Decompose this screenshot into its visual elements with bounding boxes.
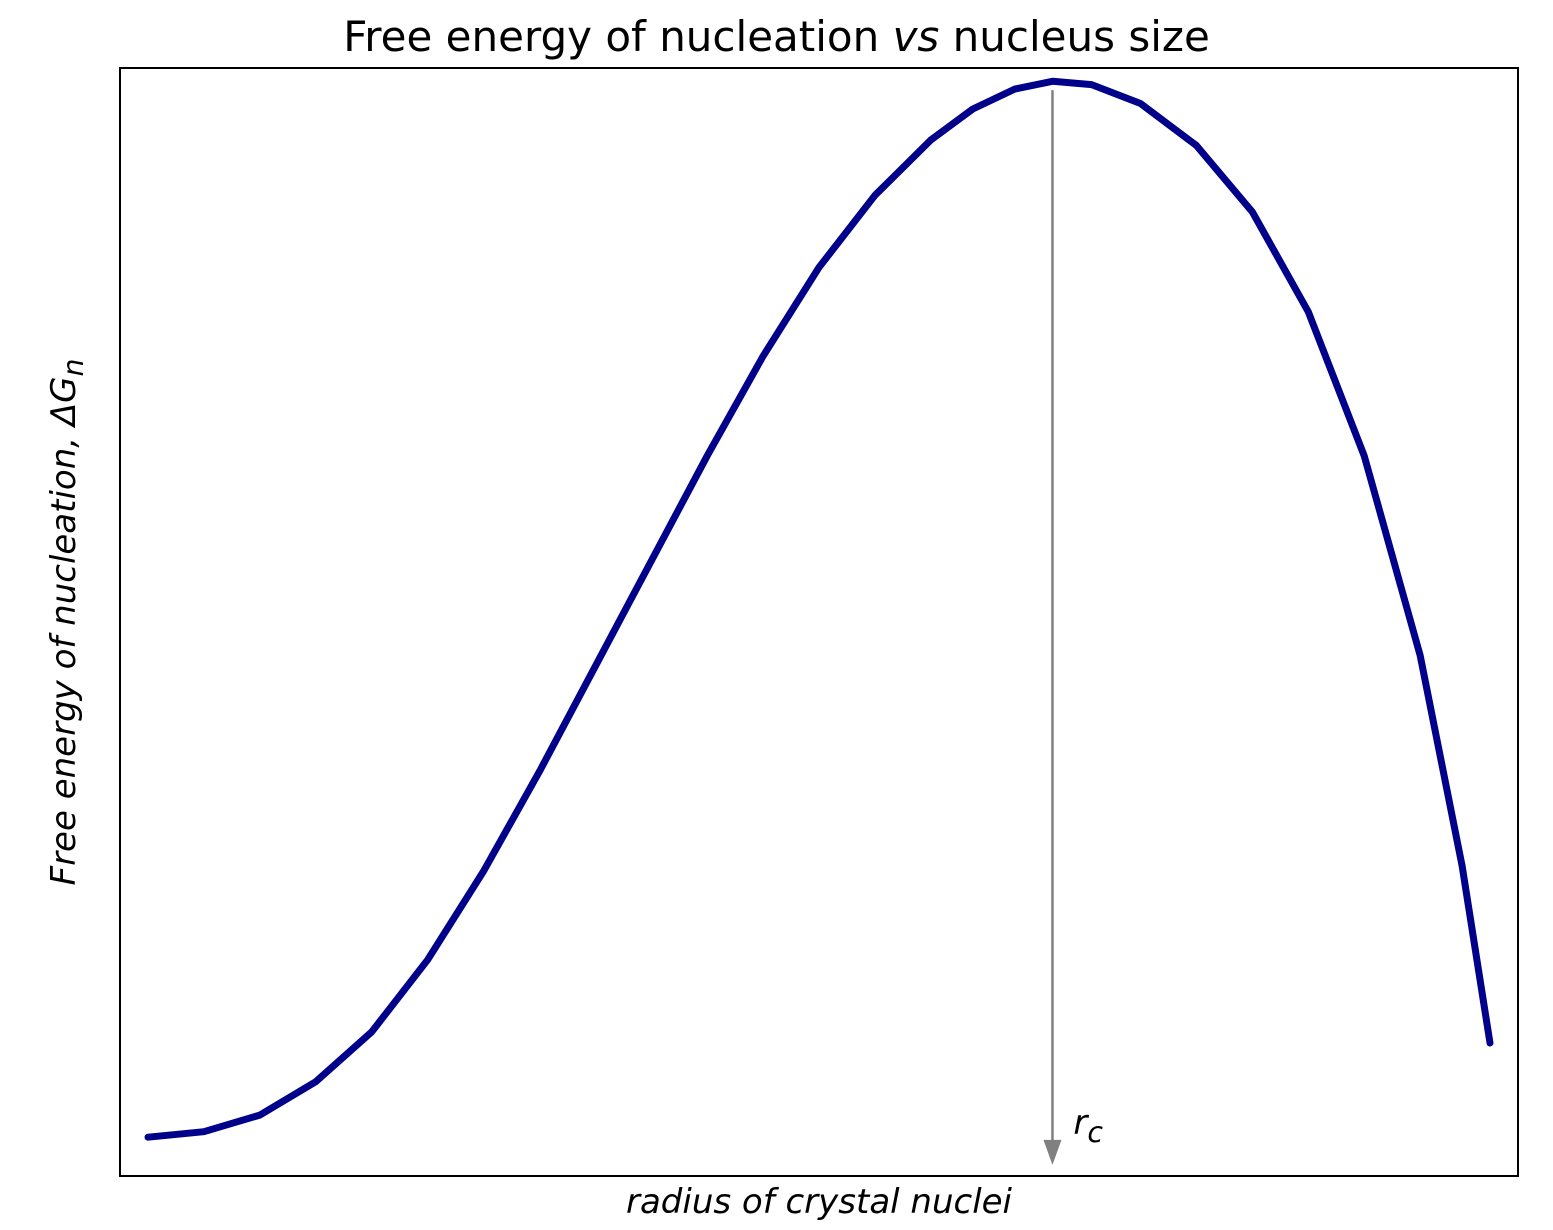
y-axis-label: Free energy of nucleation, ΔGn — [44, 359, 90, 886]
rc-r: r — [1073, 1103, 1087, 1143]
chart-title: Free energy of nucleation vs nucleus siz… — [0, 12, 1553, 61]
x-axis-label: radius of crystal nuclei — [626, 1182, 1012, 1222]
title-pre: Free energy of nucleation — [343, 12, 892, 61]
critical-radius-label: rc — [1073, 1103, 1103, 1149]
ylabel-sub: n — [57, 359, 90, 377]
title-post: nucleus size — [939, 12, 1209, 61]
rc-c: c — [1087, 1116, 1103, 1149]
xlabel-text: radius of crystal nuclei — [626, 1182, 1012, 1222]
ylabel-pre: Free energy of nucleation, ΔG — [44, 376, 84, 885]
nucleation-chart — [0, 0, 1553, 1230]
title-vs: vs — [893, 12, 940, 61]
